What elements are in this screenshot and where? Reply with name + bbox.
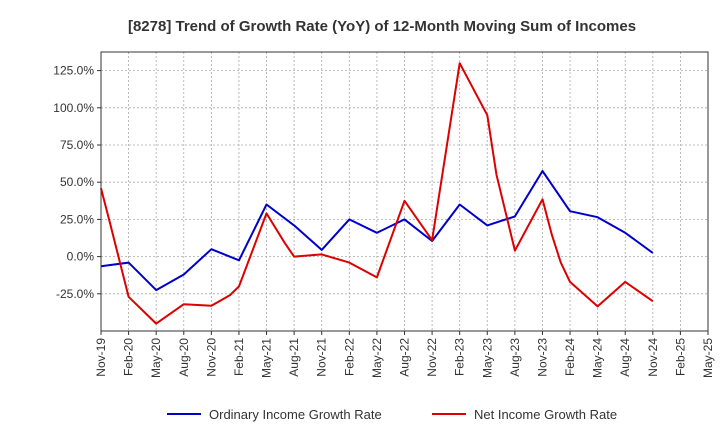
x-tick-label: Aug-21 (287, 338, 301, 377)
y-tick-label: 25.0% (60, 212, 94, 226)
y-tick-label: -25.0% (56, 287, 94, 301)
x-tick-label: Aug-22 (398, 338, 412, 377)
y-tick-label: 75.0% (60, 138, 94, 152)
x-tick-label: May-22 (370, 338, 384, 378)
legend-label: Net Income Growth Rate (474, 407, 617, 422)
x-tick-label: May-25 (701, 338, 715, 378)
legend-label: Ordinary Income Growth Rate (209, 407, 382, 422)
x-tick-label: Feb-23 (453, 338, 467, 376)
x-tick-label: May-24 (591, 338, 605, 378)
x-tick-label: Nov-22 (425, 338, 439, 377)
x-tick-label: Feb-20 (122, 338, 136, 376)
x-tick-label: Nov-21 (315, 338, 329, 377)
x-tick-label: Feb-25 (673, 338, 687, 376)
grid (101, 52, 708, 331)
x-axis: Nov-19 Feb-20 May-20 Aug-20 Nov-20 Feb-21 May-… (94, 331, 715, 378)
x-tick-label: May-21 (260, 338, 274, 378)
y-axis: -25.0% 0.0% 25.0% 50.0% 75.0% 100.0% 125.0% (53, 64, 101, 301)
y-tick-label: 0.0% (67, 250, 95, 264)
chart-title: [8278] Trend of Growth Rate (YoY) of 12-… (128, 18, 636, 35)
y-tick-label: 100.0% (53, 101, 94, 115)
x-tick-label: Aug-23 (508, 338, 522, 377)
x-tick-label: Feb-22 (342, 338, 356, 376)
series-lines (100, 62, 654, 325)
series-line-net-income (100, 62, 654, 325)
plot-frame (100, 51, 709, 332)
x-tick-label: Nov-24 (646, 338, 660, 377)
x-tick-label: May-23 (480, 338, 494, 378)
x-tick-label: Nov-23 (535, 338, 549, 377)
y-tick-label: 50.0% (60, 175, 94, 189)
x-tick-label: Aug-20 (177, 338, 191, 377)
x-tick-label: Feb-24 (563, 338, 577, 376)
y-tick-label: 125.0% (53, 64, 94, 78)
x-tick-label: Aug-24 (618, 338, 632, 377)
legend: Ordinary Income Growth Rate Net Income Gr… (167, 407, 617, 422)
x-tick-label: Nov-19 (94, 338, 108, 377)
x-tick-label: Feb-21 (232, 338, 246, 376)
x-tick-label: Nov-20 (204, 338, 218, 377)
series-line-ordinary-income (100, 170, 654, 292)
x-tick-label: May-20 (149, 338, 163, 378)
